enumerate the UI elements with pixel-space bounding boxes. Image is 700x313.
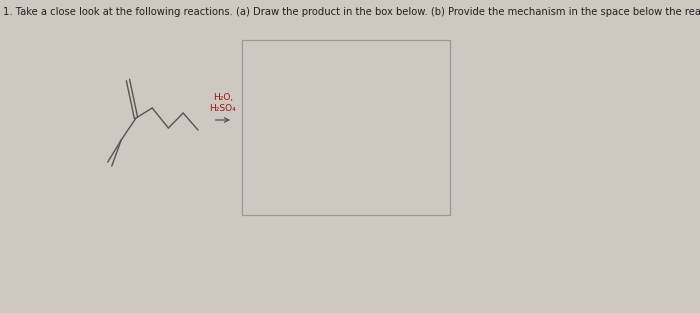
Text: H₂O,: H₂O, [213,93,233,102]
Bar [242,40,450,215]
Text: H₂SO₄: H₂SO₄ [209,104,237,113]
Text: 1. Take a close look at the following reactions. (a) Draw the product in the box: 1. Take a close look at the following re… [3,7,700,17]
